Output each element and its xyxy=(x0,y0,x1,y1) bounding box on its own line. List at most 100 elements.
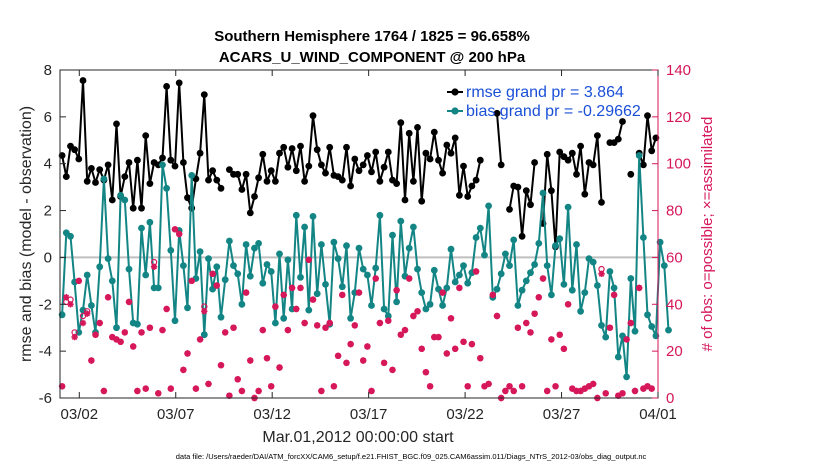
bias-point xyxy=(405,244,413,252)
rmse-point xyxy=(276,149,283,157)
assimilated-obs-marker xyxy=(255,387,262,395)
assimilated-obs-marker xyxy=(548,336,555,343)
assimilated-obs-marker xyxy=(443,350,451,357)
assimilated-obs-marker xyxy=(493,312,501,320)
rmse-point xyxy=(163,83,171,90)
assimilated-obs-marker xyxy=(635,284,643,292)
assimilated-obs-marker xyxy=(485,380,492,388)
assimilated-obs-marker xyxy=(552,383,559,390)
rmse-point xyxy=(309,112,317,120)
assimilated-obs-marker xyxy=(569,385,576,392)
rmse-point xyxy=(108,196,116,204)
bias-point xyxy=(418,289,426,296)
rmse-point xyxy=(292,167,300,175)
assimilated-obs-marker xyxy=(405,275,413,282)
bias-point xyxy=(430,266,438,274)
assimilated-obs-marker xyxy=(134,387,141,395)
assimilated-obs-marker xyxy=(435,333,442,341)
bias-point xyxy=(598,322,605,329)
x-axis-label: Mar.01,2012 00:00:00 start xyxy=(262,429,454,446)
rmse-point xyxy=(180,159,187,166)
bias-point xyxy=(226,237,233,245)
bias-point xyxy=(514,302,522,309)
rmse-point xyxy=(284,163,292,171)
assimilated-obs-marker xyxy=(175,230,183,238)
assimilated-obs-marker xyxy=(397,331,405,338)
bias-point xyxy=(180,262,187,269)
assimilated-obs-marker xyxy=(209,270,216,278)
bias-point xyxy=(627,275,635,282)
legend-rmse-label: rmse grand pr = 3.864 xyxy=(466,84,624,101)
rmse-point xyxy=(301,177,308,185)
assimilated-obs-marker xyxy=(205,380,212,388)
bias-point xyxy=(255,240,262,247)
bias-point xyxy=(464,279,472,287)
assimilated-obs-marker xyxy=(92,331,99,338)
assimilated-obs-marker xyxy=(192,385,200,392)
bias-point xyxy=(527,269,534,277)
assimilated-obs-marker xyxy=(213,282,221,289)
bias-point xyxy=(623,373,630,381)
assimilated-obs-marker xyxy=(372,275,379,282)
rmse-point xyxy=(200,91,208,98)
bias-point xyxy=(138,224,145,232)
rmse-point xyxy=(71,146,78,154)
bias-point xyxy=(67,232,74,240)
y-right-tick-label: 20 xyxy=(666,343,683,360)
bias-point xyxy=(297,273,304,281)
rmse-point xyxy=(142,132,150,140)
assimilated-obs-marker xyxy=(100,387,108,395)
rmse-point xyxy=(259,150,267,158)
assimilated-obs-marker xyxy=(439,289,446,296)
rmse-point xyxy=(506,206,513,213)
x-tick-label: 03/22 xyxy=(446,406,484,423)
bias-point xyxy=(451,278,459,286)
rmse-point xyxy=(338,176,346,184)
bias-point xyxy=(422,305,430,313)
rmse-point xyxy=(464,193,472,200)
assimilated-obs-marker xyxy=(150,263,158,270)
assimilated-obs-marker xyxy=(355,289,363,296)
rmse-point xyxy=(397,119,405,127)
assimilated-obs-marker xyxy=(510,387,517,395)
rmse-point xyxy=(129,204,137,212)
assimilated-obs-marker xyxy=(410,312,417,320)
bias-point xyxy=(560,281,568,288)
rmse-point xyxy=(640,161,647,169)
y-left-tick-label: -6 xyxy=(39,390,52,407)
y-left-tick-label: -4 xyxy=(39,343,52,360)
rmse-point xyxy=(242,170,250,178)
rmse-point xyxy=(121,173,129,181)
rmse-point xyxy=(472,176,480,184)
bias-point xyxy=(614,353,622,361)
bias-point xyxy=(359,265,367,273)
bias-point xyxy=(476,224,484,232)
bias-point xyxy=(171,317,179,325)
bias-point xyxy=(280,314,288,322)
rmse-point xyxy=(531,159,538,166)
assimilated-obs-marker xyxy=(380,359,388,367)
bias-point xyxy=(159,161,166,169)
bias-point xyxy=(644,311,651,319)
chart-subtitle: ACARS_U_WIND_COMPONENT @ 200 hPa xyxy=(219,49,526,66)
bias-point xyxy=(531,261,538,268)
assimilated-obs-marker xyxy=(447,315,455,322)
assimilated-obs-marker xyxy=(422,369,430,376)
bias-point xyxy=(481,251,488,259)
rmse-point xyxy=(393,180,400,188)
bias-point xyxy=(397,217,405,225)
assimilated-obs-marker xyxy=(556,331,563,338)
assimilated-obs-marker xyxy=(163,305,170,313)
obs-count-layer xyxy=(58,226,655,402)
bias-point xyxy=(134,320,141,328)
rmse-point xyxy=(418,197,426,205)
rmse-point xyxy=(347,182,354,190)
bias-point xyxy=(100,175,108,183)
rmse-point xyxy=(422,149,430,157)
y-left-tick-label: 4 xyxy=(44,156,52,173)
rmse-point xyxy=(627,170,635,178)
bias-point xyxy=(631,327,639,335)
assimilated-obs-marker xyxy=(581,385,589,392)
rmse-point xyxy=(372,148,380,156)
bias-point xyxy=(276,250,283,258)
